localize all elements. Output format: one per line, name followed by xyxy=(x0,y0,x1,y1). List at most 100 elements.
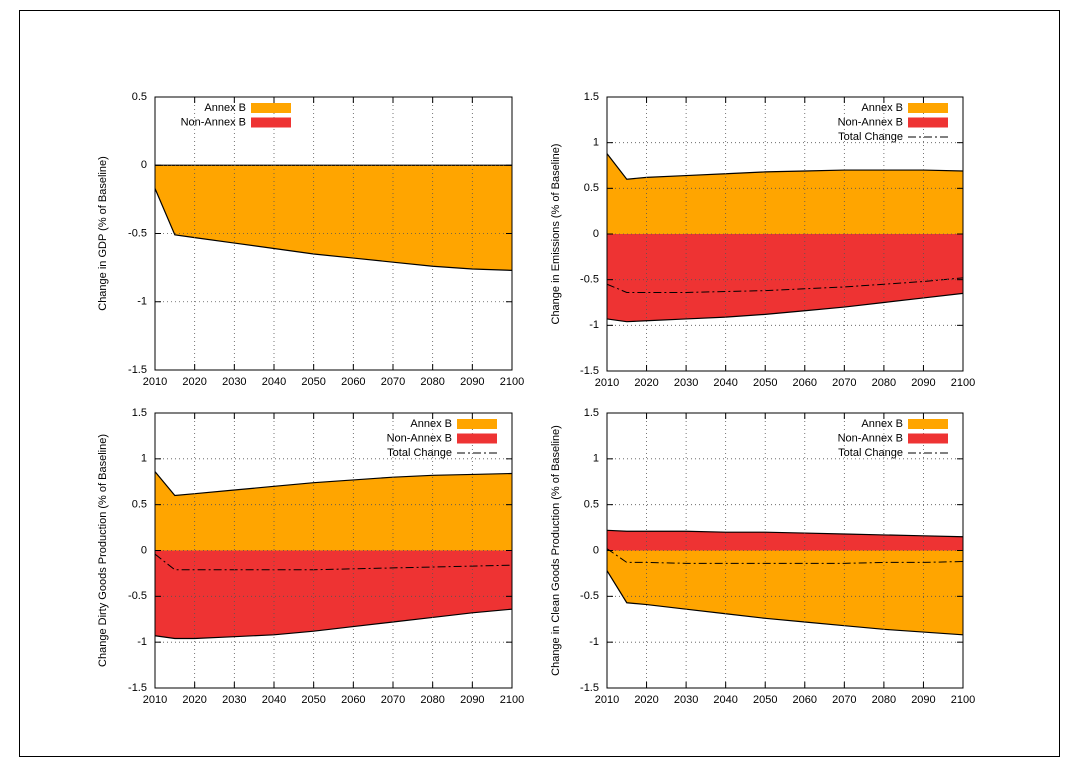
y-axis-label: Change Dirty Goods Production (% of Base… xyxy=(97,434,109,667)
legend-label: Non-Annex B xyxy=(838,432,903,444)
legend-swatch xyxy=(457,419,497,429)
area xyxy=(607,530,963,551)
x-tick-label: 2060 xyxy=(341,376,365,388)
plot-border xyxy=(606,96,964,372)
x-tick-label: 2010 xyxy=(595,694,619,706)
x-tick-label: 2020 xyxy=(182,694,206,706)
x-tick-label: 2070 xyxy=(381,376,405,388)
area xyxy=(155,165,512,271)
x-tick-label: 2080 xyxy=(872,377,896,389)
x-tick-label: 2060 xyxy=(793,694,817,706)
x-tick-label: 2060 xyxy=(341,694,365,706)
plot-border xyxy=(154,96,513,371)
area-edge xyxy=(154,608,513,640)
area-edge xyxy=(606,529,964,538)
y-tick-label: 0.5 xyxy=(584,499,599,511)
x-tick-label: 2040 xyxy=(262,694,286,706)
y-tick-label: -1.5 xyxy=(580,682,599,694)
x-tick-label: 2050 xyxy=(301,376,325,388)
y-tick-label: -1 xyxy=(589,636,599,648)
y-tick-label: -1 xyxy=(137,296,147,308)
area-edge xyxy=(154,471,513,497)
area xyxy=(155,550,512,639)
legend-swatch xyxy=(251,103,291,113)
y-tick-label: -1 xyxy=(137,636,147,648)
x-tick-label: 2100 xyxy=(500,694,524,706)
legend-label: Annex B xyxy=(861,102,903,114)
plot-border xyxy=(154,412,513,689)
y-tick-label: -0.5 xyxy=(128,590,147,602)
y-axis-label: Change in GDP (% of Baseline) xyxy=(97,156,109,311)
x-tick-label: 2050 xyxy=(753,377,777,389)
x-tick-label: 2050 xyxy=(753,694,777,706)
line xyxy=(606,548,964,564)
x-tick-label: 2040 xyxy=(713,694,737,706)
y-tick-label: 0 xyxy=(593,228,599,240)
x-tick-label: 2080 xyxy=(872,694,896,706)
area xyxy=(607,153,963,234)
x-tick-label: 2090 xyxy=(460,376,484,388)
x-tick-label: 2070 xyxy=(832,377,856,389)
legend-label: Total Change xyxy=(838,447,903,459)
y-tick-label: 0.5 xyxy=(132,91,147,103)
x-tick-label: 2030 xyxy=(222,694,246,706)
y-tick-label: -0.5 xyxy=(580,274,599,286)
y-tick-label: 0 xyxy=(141,159,147,171)
area xyxy=(607,234,963,322)
legend-label: Annex B xyxy=(204,102,246,114)
legend-swatch xyxy=(908,117,948,128)
legend-label: Total Change xyxy=(838,131,903,143)
y-tick-label: 1 xyxy=(141,453,147,465)
legend-swatch xyxy=(908,419,948,429)
y-tick-label: 1.5 xyxy=(584,407,599,419)
x-tick-label: 2090 xyxy=(911,694,935,706)
x-tick-label: 2010 xyxy=(595,377,619,389)
y-tick-label: -1.5 xyxy=(128,364,147,376)
x-tick-label: 2060 xyxy=(793,377,817,389)
legend-label: Annex B xyxy=(410,418,452,430)
x-tick-label: 2100 xyxy=(500,376,524,388)
line xyxy=(606,277,964,293)
frame xyxy=(19,10,1060,757)
x-tick-label: 2080 xyxy=(420,694,444,706)
x-tick-label: 2090 xyxy=(911,377,935,389)
area xyxy=(155,471,512,551)
area xyxy=(607,550,963,635)
x-tick-label: 2040 xyxy=(713,377,737,389)
y-tick-label: 1.5 xyxy=(132,407,147,419)
area-edge xyxy=(606,570,964,636)
legend-label: Total Change xyxy=(387,447,452,459)
area-edge xyxy=(606,153,964,180)
y-tick-label: 1.5 xyxy=(584,91,599,103)
x-tick-label: 2080 xyxy=(420,376,444,388)
y-tick-label: 1 xyxy=(593,137,599,149)
x-tick-label: 2070 xyxy=(832,694,856,706)
x-tick-label: 2010 xyxy=(143,694,167,706)
y-tick-label: -1.5 xyxy=(580,365,599,377)
x-tick-label: 2030 xyxy=(222,376,246,388)
y-tick-label: -0.5 xyxy=(128,227,147,239)
y-tick-label: -1 xyxy=(589,319,599,331)
y-tick-label: 0 xyxy=(593,544,599,556)
x-tick-label: 2100 xyxy=(951,377,975,389)
legend-label: Non-Annex B xyxy=(387,432,452,444)
y-tick-label: 0 xyxy=(141,544,147,556)
plot-border xyxy=(606,412,964,689)
legend-swatch xyxy=(457,433,497,444)
y-tick-label: 0.5 xyxy=(132,499,147,511)
area-edge xyxy=(606,292,964,323)
y-axis-label: Change in Clean Goods Production (% of B… xyxy=(550,425,562,676)
x-tick-label: 2020 xyxy=(634,694,658,706)
x-tick-label: 2090 xyxy=(460,694,484,706)
x-tick-label: 2010 xyxy=(143,376,167,388)
x-tick-label: 2070 xyxy=(381,694,405,706)
legend-label: Non-Annex B xyxy=(838,116,903,128)
legend-label: Non-Annex B xyxy=(181,116,246,128)
y-axis-label: Change in Emissions (% of Baseline) xyxy=(550,144,562,325)
y-tick-label: 1 xyxy=(593,453,599,465)
legend-swatch xyxy=(251,117,291,128)
legend-swatch xyxy=(908,103,948,113)
x-tick-label: 2020 xyxy=(182,376,206,388)
y-tick-label: 0.5 xyxy=(584,182,599,194)
